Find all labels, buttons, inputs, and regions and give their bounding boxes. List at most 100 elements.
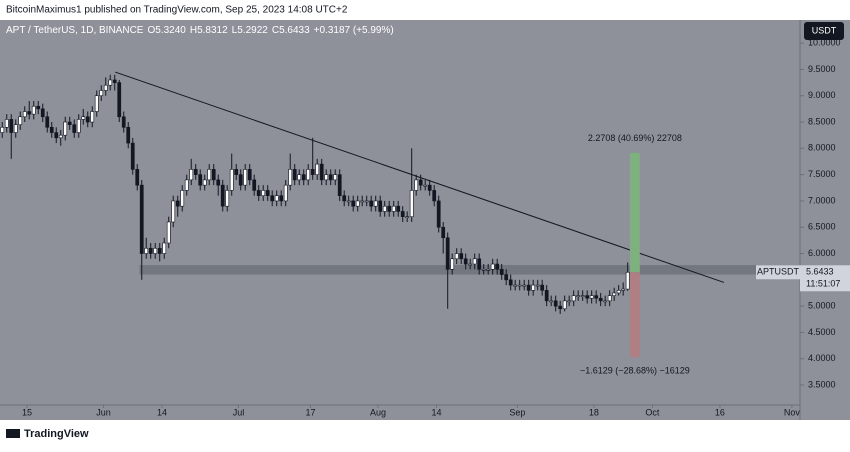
candle-body: [121, 116, 126, 128]
candle-body: [319, 163, 324, 181]
candle-body: [369, 200, 374, 207]
y-tick-label: 8.5000: [808, 116, 836, 126]
candle-body: [396, 205, 401, 212]
candle-body: [378, 200, 383, 212]
candle-body: [558, 305, 563, 310]
candle-body: [94, 95, 99, 112]
x-tick-label: 15: [22, 407, 32, 417]
candle-body: [612, 292, 617, 296]
candle-body: [243, 169, 248, 186]
candle-body: [445, 237, 450, 270]
candle-body: [130, 142, 135, 170]
top-bar: [0, 0, 850, 20]
candle-body: [76, 119, 81, 133]
y-tick-label: 6.5000: [808, 222, 836, 232]
candle-body: [373, 200, 378, 207]
candle-body: [49, 126, 54, 133]
candle-body: [504, 274, 509, 281]
candle-body: [508, 279, 513, 286]
candle-body: [495, 263, 500, 270]
candle-body: [261, 190, 266, 196]
candle-body: [288, 169, 293, 186]
candle-body: [234, 169, 239, 175]
ohlc-key: H: [190, 25, 197, 36]
candle-body: [175, 200, 180, 207]
candle-body: [81, 116, 86, 120]
candle-body: [265, 190, 270, 196]
candle-body: [382, 205, 387, 212]
currency-button[interactable]: [804, 22, 844, 40]
projection-down-label: −1.6129 (−28.68%) −16129: [580, 365, 690, 375]
x-tick-label: Nov: [784, 407, 801, 417]
candle-body: [351, 200, 356, 207]
candle-body: [355, 200, 360, 207]
currency[interactable]: USDT: [812, 25, 837, 35]
candle-body: [360, 200, 365, 203]
candle-body: [220, 184, 225, 207]
candle-body: [594, 295, 599, 299]
ticker: APTUSDT: [757, 267, 800, 277]
candle-body: [531, 284, 536, 291]
candle-body: [144, 247, 149, 254]
candle-body: [274, 195, 279, 202]
candle-body: [589, 295, 594, 299]
candle-body: [117, 82, 122, 118]
candle-body: [72, 124, 77, 133]
candle-body: [598, 297, 603, 302]
projection-up-label: 2.2708 (40.69%) 22708: [588, 133, 682, 143]
candle-body: [463, 258, 468, 265]
candle-body: [585, 295, 590, 299]
y-tick-label: 6.0000: [808, 248, 836, 258]
y-tick-label: 4.0000: [808, 353, 836, 363]
candle-body: [184, 179, 189, 191]
footer: [0, 420, 850, 447]
candle-body: [522, 284, 527, 287]
candle-body: [333, 174, 338, 181]
candle-body: [13, 124, 18, 133]
candle-body: [153, 247, 158, 254]
candle-body: [90, 111, 95, 123]
candle-body: [108, 79, 113, 86]
candle-body: [40, 108, 45, 118]
symbol-legend: APT / TetherUS, 1D, BINANCE O5.3240 H5.831…: [6, 25, 394, 36]
candle-body: [337, 174, 342, 196]
candle-body: [225, 190, 230, 207]
candle-body: [517, 284, 522, 287]
candle-body: [400, 211, 405, 218]
candle-body: [414, 179, 419, 191]
candle-body: [202, 179, 207, 186]
candle-body: [135, 169, 140, 186]
candle-body: [535, 284, 540, 287]
x-tick-label: Aug: [370, 407, 386, 417]
candle-body: [603, 300, 608, 303]
candle-body: [454, 253, 459, 260]
change: +0.3187 (+5.99%): [314, 25, 394, 36]
candle-body: [391, 205, 396, 212]
ohlc-value: 5.8312: [197, 25, 228, 36]
candle-body: [364, 200, 369, 203]
candle-body: [58, 134, 63, 139]
candle-body: [621, 288, 626, 291]
y-tick-label: 9.5000: [808, 64, 836, 74]
candle-body: [441, 226, 446, 239]
candle-body: [207, 169, 212, 181]
candle-body: [171, 200, 176, 223]
candle-body: [166, 221, 171, 244]
x-tick-label: Sep: [509, 407, 525, 417]
y-tick-label: 10.0000: [808, 38, 841, 48]
x-tick-label: 18: [589, 407, 599, 417]
projection-down: [629, 272, 640, 358]
y-tick-label: 3.5000: [808, 379, 836, 389]
trendline: [115, 71, 725, 283]
candle-body: [256, 190, 261, 196]
y-tick-label: 5.0000: [808, 300, 836, 310]
candle-body: [481, 269, 486, 271]
candle-body: [553, 300, 558, 307]
candle-body: [85, 116, 90, 123]
symbol: APT / TetherUS, 1D, BINANCE: [6, 25, 144, 36]
candle-body: [36, 105, 41, 110]
candle-body: [157, 247, 162, 254]
x-tick-label: Oct: [645, 407, 660, 417]
candle-body: [387, 205, 392, 212]
candle-body: [549, 300, 554, 303]
